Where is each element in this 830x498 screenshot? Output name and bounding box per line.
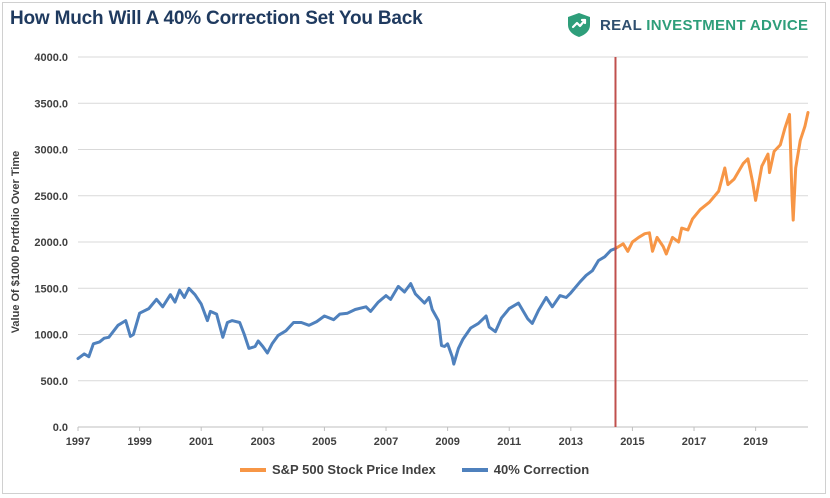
y-tick-label: 3500.0 [34,98,68,110]
x-tick-label: 2011 [497,436,521,448]
legend-item-sp500: S&P 500 Stock Price Index [240,462,436,477]
x-tick-label: 1999 [127,436,151,448]
y-tick-label: 3000.0 [34,145,68,157]
y-tick-label: 500.0 [40,376,68,388]
y-tick-label: 4000.0 [34,52,68,64]
legend-label-correction: 40% Correction [493,462,590,477]
x-tick-label: 2017 [682,436,706,448]
x-tick-label: 2013 [559,436,583,448]
shield-logo-icon [568,13,590,37]
x-tick-label: 2001 [189,436,213,448]
y-tick-label: 1500.0 [34,283,68,295]
series-line-sp500 [614,111,810,256]
legend-swatch-correction [461,467,488,472]
series-line-correction [76,247,617,366]
brand-name-part2: INVESTMENT ADVICE [646,16,809,34]
brand-name-part1: REAL [600,16,647,34]
x-tick-label: 2015 [620,436,644,448]
x-tick-label: 1997 [66,436,90,448]
brand-logo: REAL INVESTMENT ADVICE [566,12,808,38]
x-tick-label: 2005 [312,436,336,448]
legend-swatch-sp500 [240,467,266,472]
y-tick-label: 2000.0 [34,237,68,249]
x-tick-label: 2019 [743,436,767,448]
x-tick-label: 2007 [374,436,398,448]
y-tick-label: 0.0 [53,422,68,434]
chart-legend: S&P 500 Stock Price Index 40% Correction [240,462,589,477]
chart-title: How Much Will A 40% Correction Set You B… [10,8,423,29]
legend-item-correction: 40% Correction [461,462,590,477]
y-tick-label: 2500.0 [34,191,68,203]
x-tick-label: 2003 [251,436,275,448]
y-tick-label: 1000.0 [34,330,68,342]
y-axis-label: Value Of $1000 Portfolio Over Time [10,151,22,334]
x-tick-label: 2009 [435,436,459,448]
legend-label-sp500: S&P 500 Stock Price Index [272,462,436,477]
